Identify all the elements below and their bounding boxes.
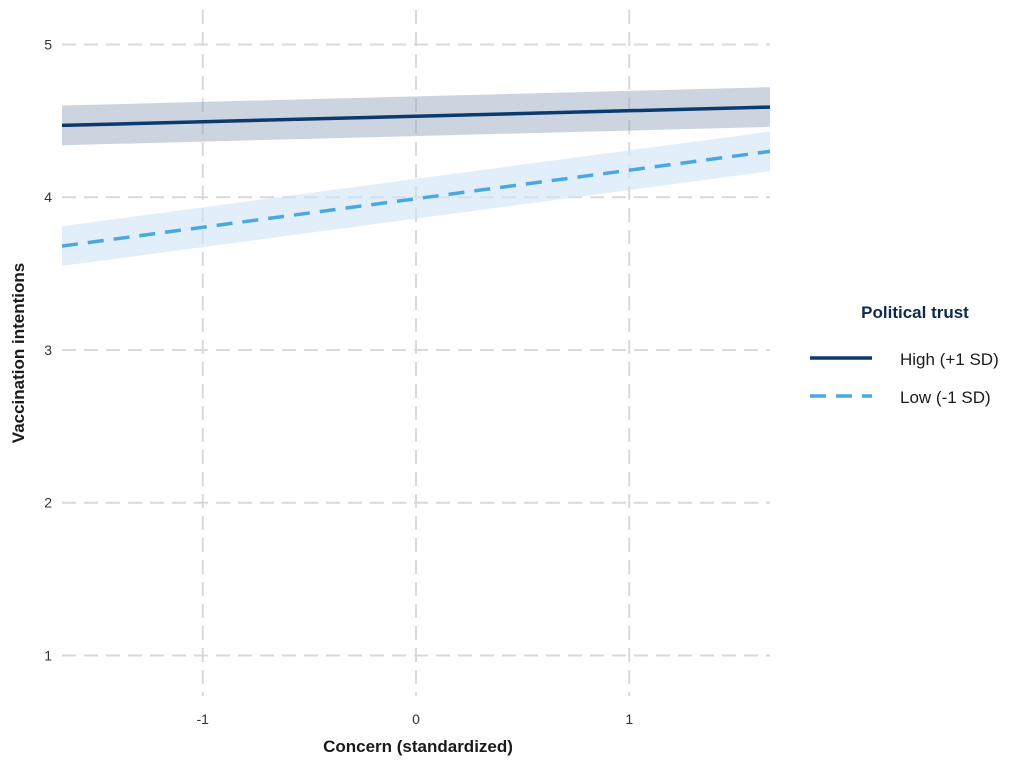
y-tick-label: 2: [44, 495, 52, 511]
legend-items: High (+1 SD) Low (-1 SD): [810, 350, 999, 407]
y-tick-label: 3: [44, 342, 52, 358]
legend: Political trust High (+1 SD) Low (-1 SD): [810, 303, 999, 407]
series-line-high: [61, 105, 771, 128]
legend-title: Political trust: [861, 303, 969, 322]
legend-label-high: High (+1 SD): [900, 350, 999, 369]
x-tick-label: 1: [625, 711, 633, 727]
y-tick-label: 1: [44, 647, 52, 663]
y-tick-label: 5: [44, 36, 52, 52]
series-lines: [61, 105, 771, 248]
y-axis-ticks: 1 2 3 4 5: [44, 36, 52, 663]
y-tick-label: 4: [44, 189, 52, 205]
x-tick-label: 0: [412, 711, 420, 727]
x-tick-label: -1: [197, 711, 210, 727]
x-axis-title: Concern (standardized): [323, 737, 513, 756]
x-axis-ticks: -1 0 1: [197, 711, 634, 727]
legend-label-low: Low (-1 SD): [900, 388, 991, 407]
y-axis-title: Vaccination intentions: [9, 263, 28, 443]
series-line-low: [61, 149, 771, 248]
confidence-band-low: [62, 131, 770, 266]
